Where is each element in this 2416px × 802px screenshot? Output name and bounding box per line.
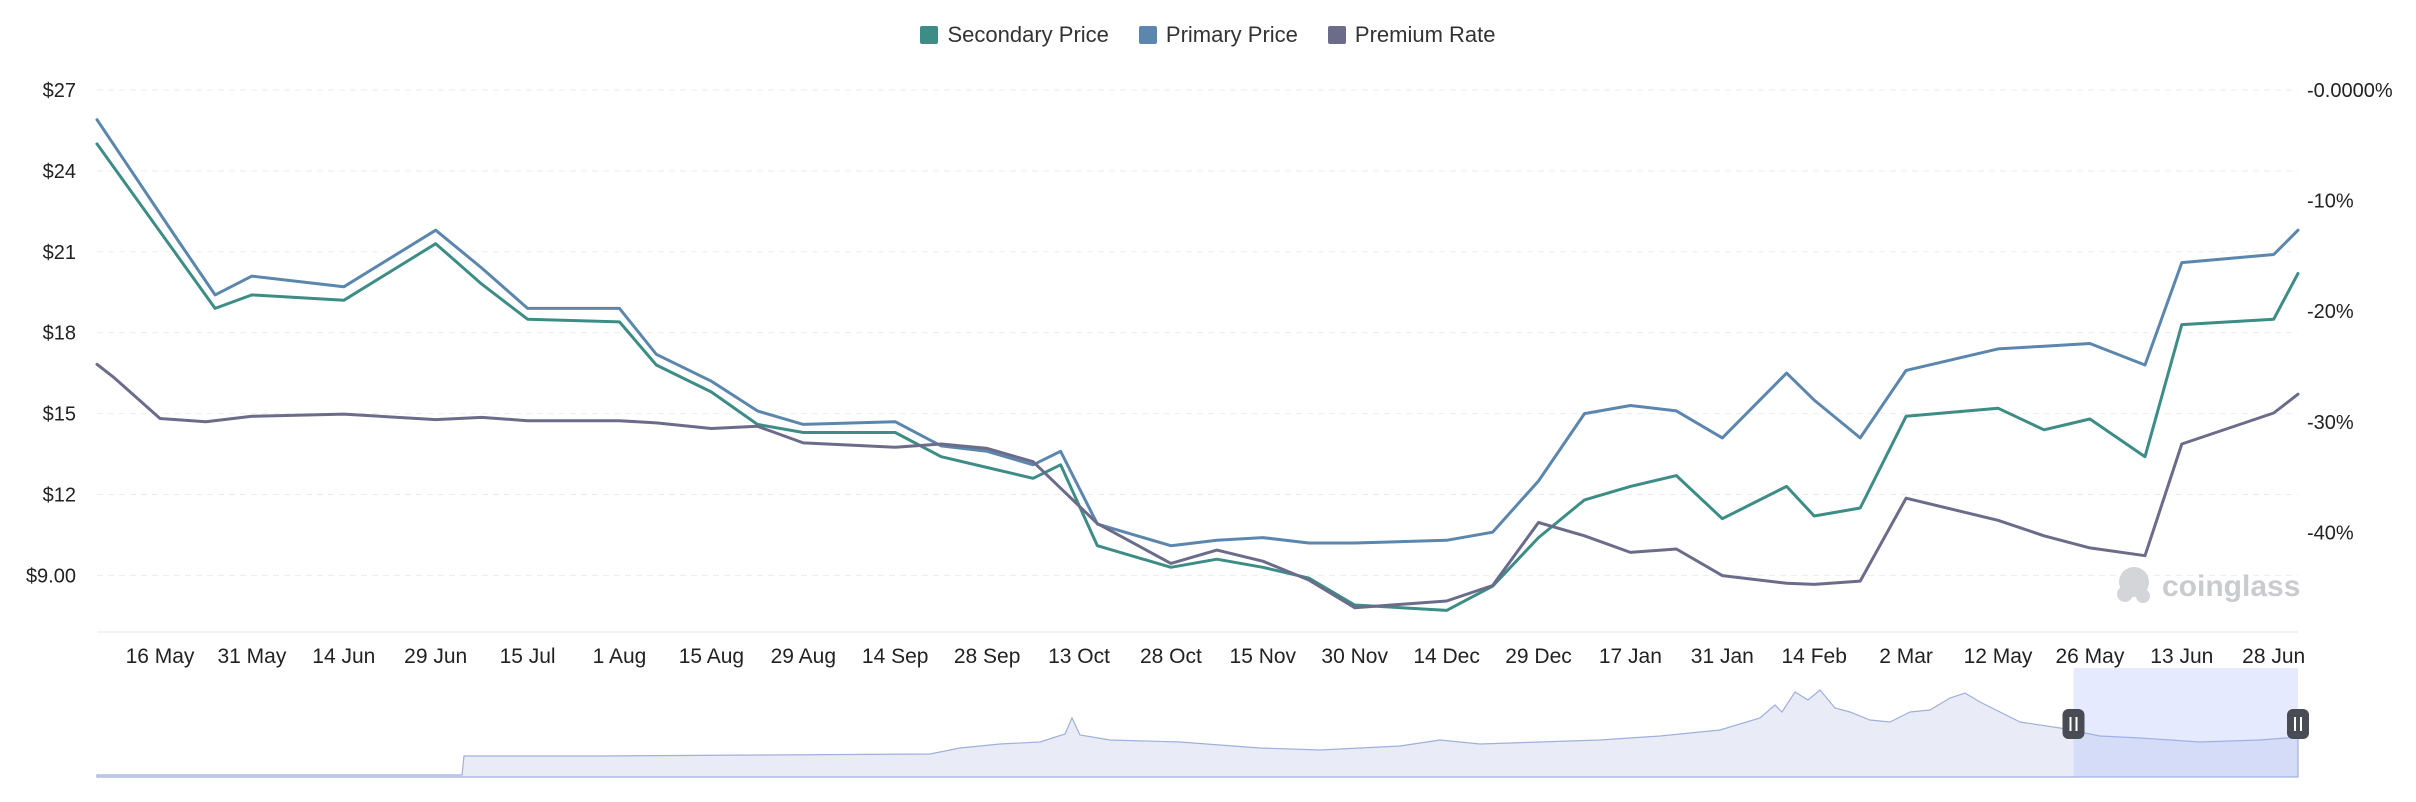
- right-y-tick-label: -0.0000%: [2307, 80, 2393, 102]
- right-y-axis: -0.0000% -10% -20% -30% -40%: [2307, 80, 2393, 544]
- series-line-primary-price: [95, 118, 2300, 548]
- legend-swatch-secondary: [920, 26, 939, 44]
- legend-label: Secondary Price: [947, 22, 1109, 47]
- watermark-text: coinglass: [2162, 570, 2300, 603]
- x-tick-label: 13 Jun: [2150, 645, 2213, 668]
- x-tick-label: 2 Mar: [1879, 645, 1933, 668]
- x-tick-label: 16 May: [126, 645, 195, 668]
- left-y-tick-label: $27: [43, 80, 76, 102]
- right-y-tick-label: -30%: [2307, 412, 2354, 434]
- navigator-overview-area: [96, 689, 2299, 778]
- left-y-tick-label: $12: [43, 484, 76, 506]
- coinglass-logo-icon: [2117, 567, 2150, 603]
- series-line-secondary-price: [95, 142, 2300, 612]
- x-tick-label: 17 Jan: [1599, 645, 1662, 668]
- x-tick-label: 14 Sep: [862, 645, 929, 668]
- x-tick-label: 28 Oct: [1140, 645, 1202, 668]
- x-tick-label: 1 Aug: [593, 645, 647, 668]
- series-lines: [95, 118, 2300, 612]
- x-axis: 16 May 31 May 14 Jun 29 Jun 15 Jul 1 Aug 15 Au…: [126, 645, 2306, 668]
- x-tick-label: 30 Nov: [1321, 645, 1388, 668]
- x-tick-label: 15 Aug: [679, 645, 744, 668]
- x-tick-label: 15 Nov: [1230, 645, 1297, 668]
- x-tick-label: 31 Jan: [1691, 645, 1754, 668]
- x-tick-label: 13 Oct: [1048, 645, 1110, 668]
- left-y-tick-label: $18: [43, 323, 76, 345]
- left-y-axis: $9.00 $12 $15 $18 $21 $24 $27: [26, 80, 76, 587]
- x-tick-label: 29 Dec: [1505, 645, 1572, 668]
- legend-label: Premium Rate: [1354, 22, 1496, 47]
- x-tick-label: 14 Dec: [1413, 645, 1480, 668]
- navigator-right-handle[interactable]: [2287, 709, 2309, 739]
- x-tick-label: 26 May: [2055, 645, 2124, 668]
- legend-label: Primary Price: [1165, 22, 1298, 47]
- range-navigator[interactable]: [96, 668, 2309, 778]
- legend-item-primary-price[interactable]: Primary Price: [1138, 22, 1298, 48]
- chart-legend: Secondary Price Primary Price Premium Ra…: [0, 22, 2416, 48]
- series-line-premium-rate: [95, 362, 2300, 610]
- legend-item-secondary-price[interactable]: Secondary Price: [920, 22, 1109, 48]
- x-tick-label: 14 Feb: [1782, 645, 1847, 668]
- left-y-tick-label: $9.00: [26, 565, 76, 587]
- x-tick-label: 15 Jul: [500, 645, 556, 668]
- legend-swatch-premium: [1327, 26, 1346, 44]
- x-tick-label: 31 May: [217, 645, 286, 668]
- right-y-tick-label: -20%: [2307, 301, 2354, 323]
- navigator-selected-range[interactable]: [2073, 668, 2298, 777]
- x-tick-label: 12 May: [1964, 645, 2033, 668]
- left-y-tick-label: $21: [43, 242, 76, 264]
- right-y-tick-label: -40%: [2307, 522, 2354, 544]
- legend-item-premium-rate[interactable]: Premium Rate: [1327, 22, 1496, 48]
- grid-lines: [97, 89, 2298, 633]
- navigator-left-handle[interactable]: [2062, 709, 2085, 739]
- legend-swatch-primary: [1138, 26, 1157, 44]
- x-tick-label: 14 Jun: [312, 645, 375, 668]
- left-y-tick-label: $24: [43, 161, 76, 183]
- x-tick-label: 29 Aug: [771, 645, 836, 668]
- x-tick-label: 28 Sep: [954, 645, 1021, 668]
- left-y-tick-label: $15: [43, 404, 76, 426]
- x-tick-label: 28 Jun: [2242, 645, 2305, 668]
- right-y-tick-label: -10%: [2307, 191, 2354, 213]
- x-tick-label: 29 Jun: [404, 645, 467, 668]
